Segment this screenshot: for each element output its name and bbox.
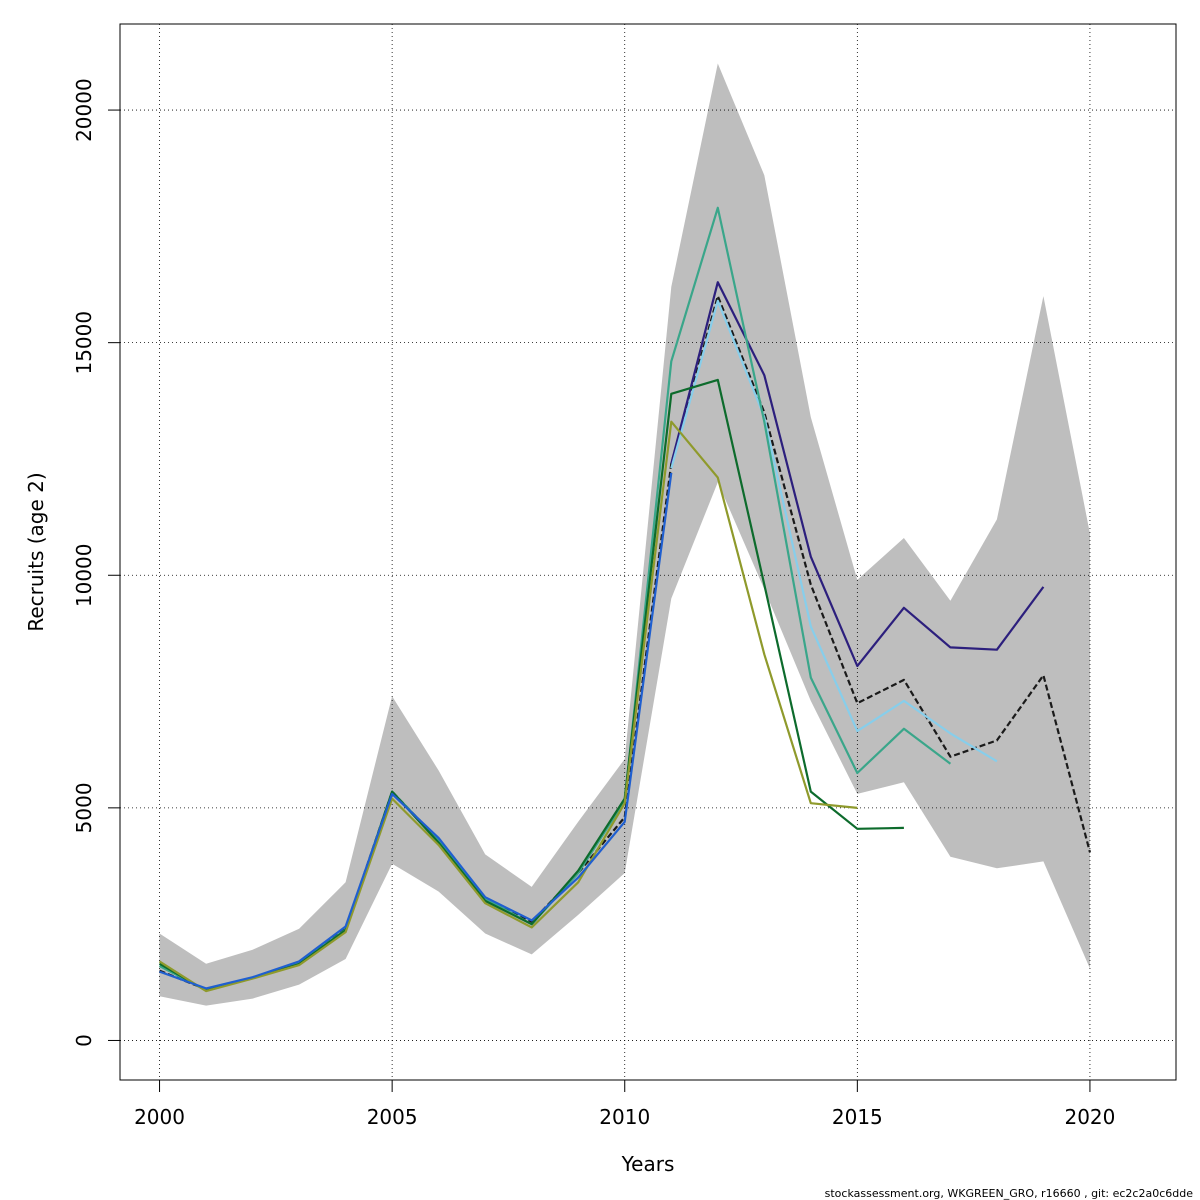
series-line-olive xyxy=(158,420,858,993)
y-tick-label-5000: 5000 xyxy=(72,782,96,833)
series-line-blue xyxy=(159,472,673,990)
y-tick-label-20000: 20000 xyxy=(72,78,96,142)
x-axis-title: Years xyxy=(621,1152,675,1176)
y-tick-label-15000: 15000 xyxy=(72,311,96,375)
confidence-band-layer xyxy=(159,63,1090,1006)
x-tick-label-2005: 2005 xyxy=(367,1105,418,1129)
x-tick-label-2010: 2010 xyxy=(599,1105,650,1129)
y-tick-label-0: 0 xyxy=(72,1034,96,1047)
x-tick-label-2000: 2000 xyxy=(134,1105,185,1129)
footer-text: stockassessment.org, WKGREEN_GRO, r16660… xyxy=(825,1187,1194,1200)
y-axis-title: Recruits (age 2) xyxy=(24,472,48,631)
y-tick-label-10000: 10000 xyxy=(72,543,96,607)
series-line-navy xyxy=(670,281,1045,668)
series-line-lightblue xyxy=(670,299,998,763)
axis-layer: 2000 2005 2010 2015 2020 0 5000 10000 15000 20000 xyxy=(72,78,1115,1129)
series-layer xyxy=(158,206,1091,993)
x-tick-label-2015: 2015 xyxy=(832,1105,883,1129)
x-tick-label-2020: 2020 xyxy=(1064,1105,1115,1129)
confidence-band xyxy=(159,63,1090,1006)
